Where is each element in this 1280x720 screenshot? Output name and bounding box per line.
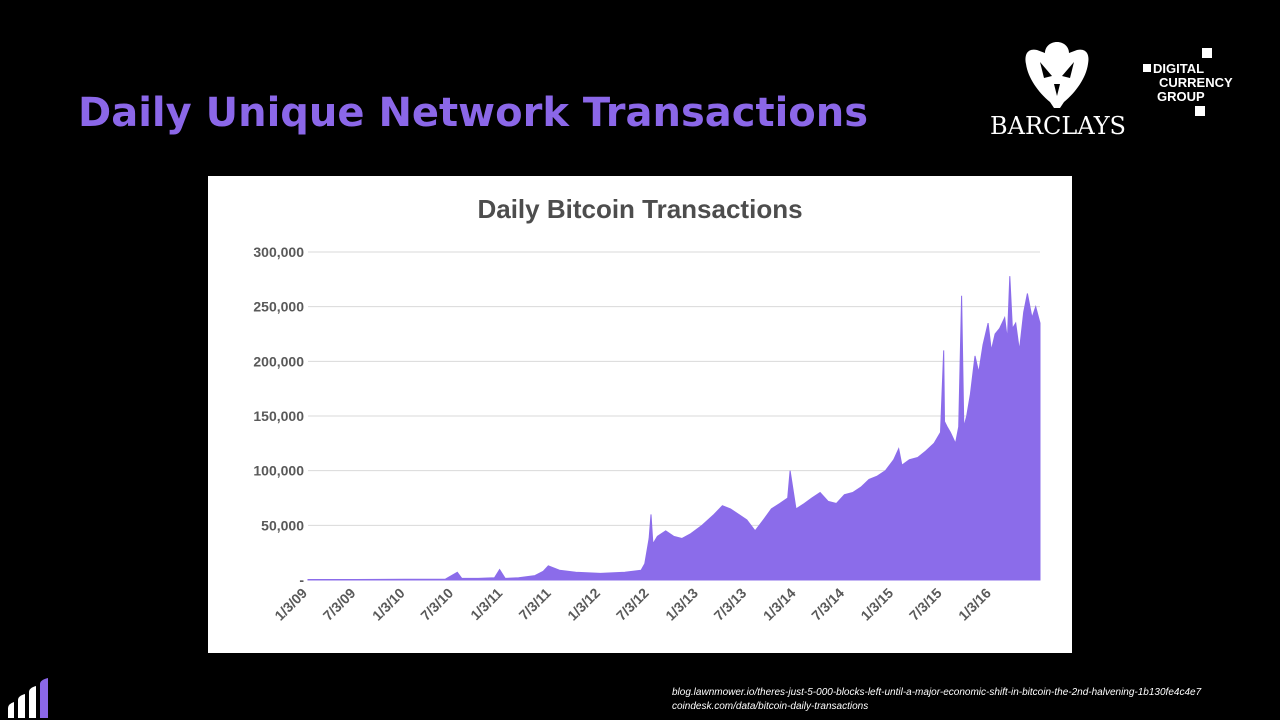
bar-logo-icon [8,678,48,718]
dcg-logo: DIGITAL CURRENCY GROUP [1140,46,1250,120]
transactions-area [307,276,1041,581]
x-tick-label: 7/3/15 [906,585,945,624]
sources: blog.lawnmower.io/theres-just-5-000-bloc… [672,686,1201,714]
y-tick-label: 200,000 [253,353,304,369]
chart-panel: - 50,000 100,000 150,000 200,000 250,000 300,0… [208,176,1072,653]
x-tick-label: 7/3/13 [711,585,750,624]
source-link[interactable]: coindesk.com/data/bitcoin-daily-transact… [672,701,869,712]
y-tick-label: 100,000 [253,463,304,479]
chart-title: Daily Bitcoin Transactions [477,194,803,224]
x-tick-label: 7/3/11 [516,585,554,623]
bar-logo-bar-1 [8,702,14,718]
barclays-wordmark: BARCLAYS [990,112,1126,140]
dcg-line-2: CURRENCY [1159,75,1233,90]
y-tick-label: 150,000 [253,408,304,424]
dcg-line-3: GROUP [1157,89,1205,104]
dcg-line-1: DIGITAL [1153,61,1205,76]
dcg-square-top [1202,48,1212,58]
y-tick-label: 250,000 [253,299,304,315]
x-tick-label: 1/3/10 [369,585,408,624]
barclays-logo: BARCLAYS [990,38,1130,142]
x-tick-label: 1/3/11 [467,585,505,623]
eagle-icon [1025,42,1089,108]
dcg-square-bottom [1195,106,1205,116]
y-tick-label: 300,000 [253,244,304,260]
x-tick-label: 1/3/12 [564,585,603,624]
x-tick-label: 7/3/09 [320,585,359,624]
bar-logo-bar-3 [29,686,36,718]
bar-logo-bar-4 [40,678,48,718]
y-tick-label: 50,000 [261,517,304,533]
x-tick-label: 1/3/14 [760,585,799,624]
source-link[interactable]: blog.lawnmower.io/theres-just-5-000-bloc… [672,687,1202,698]
slide-title: Daily Unique Network Transactions [78,90,869,136]
x-tick-label: 7/3/14 [808,585,847,624]
x-tick-label: 1/3/09 [271,585,310,624]
x-tick-label: 7/3/12 [613,585,652,624]
bitcoin-transactions-chart: - 50,000 100,000 150,000 200,000 250,000 300,0… [253,244,1041,624]
x-tick-label: 1/3/15 [857,585,896,624]
x-tick-label: 7/3/10 [417,585,456,624]
x-tick-label: 1/3/13 [662,585,701,624]
x-tick-label: 1/3/16 [955,585,994,624]
bar-logo-bar-2 [18,694,25,718]
dcg-square-left [1143,64,1151,72]
y-tick-label: - [299,572,304,588]
